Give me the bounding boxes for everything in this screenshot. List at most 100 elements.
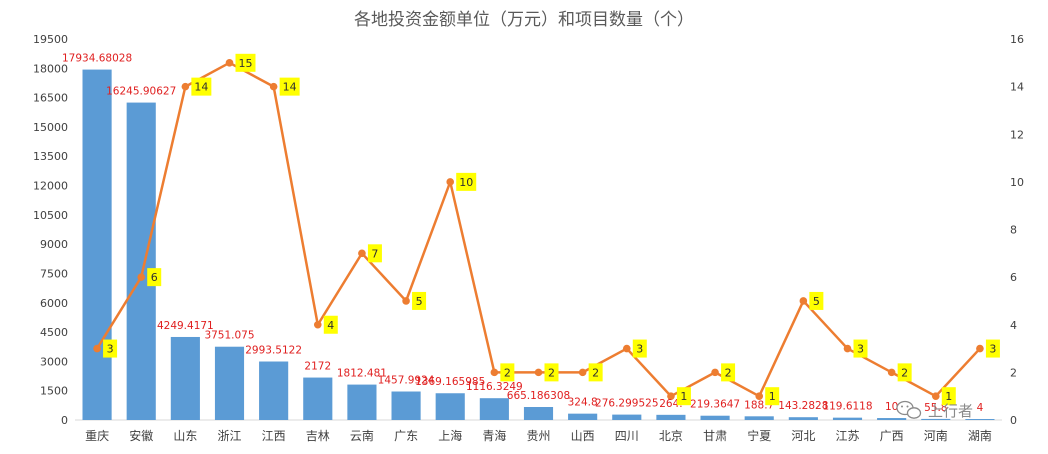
line-point — [402, 297, 410, 305]
x-axis-category-label: 云南 — [350, 428, 374, 443]
line-point — [711, 368, 719, 377]
bar — [391, 391, 421, 420]
x-axis-category-label: 北京 — [659, 429, 683, 443]
line-data-label-box — [235, 53, 256, 72]
left-axis-tick-label: 7500 — [40, 267, 68, 280]
line-data-label: 1 — [769, 390, 776, 403]
x-axis-category-label: 上海 — [438, 428, 462, 443]
line-point — [534, 368, 543, 377]
bar-data-label: 4249.4171 — [157, 320, 214, 332]
line-data-label-box — [103, 339, 118, 358]
x-axis-category-label: 青海 — [482, 428, 506, 443]
bar-data-label: 119.6118 — [822, 401, 872, 413]
bar — [832, 417, 863, 420]
line-data-label: 4 — [327, 319, 334, 332]
left-axis-tick-label: 3000 — [40, 355, 68, 368]
line-point — [490, 368, 499, 377]
bar — [214, 346, 245, 420]
line-point — [181, 82, 190, 91]
left-axis-tick-label: 19500 — [33, 33, 68, 46]
line-data-label: 3 — [636, 343, 643, 356]
line-point — [225, 59, 234, 67]
line-data-label-box — [676, 387, 691, 406]
bar-data-label: 324.8 — [568, 397, 598, 409]
x-axis-category-label: 广西 — [880, 429, 904, 443]
x-axis-category-label: 山东 — [173, 429, 197, 443]
bar-data-label: 2993.5122 — [245, 345, 302, 357]
bar — [303, 377, 333, 420]
line-point — [446, 178, 455, 186]
x-axis-category-label: 山西 — [571, 429, 595, 443]
line-data-label-box — [412, 291, 427, 310]
line-data-label: 2 — [504, 366, 511, 379]
bar — [170, 336, 200, 420]
right-axis-tick-label: 8 — [1010, 224, 1017, 237]
bar-data-label: 219.3647 — [690, 399, 740, 411]
bar-data-label: 3751.075 — [204, 330, 254, 342]
line-data-label-box — [985, 339, 1000, 358]
bar-data-label: 143.2828 — [778, 400, 828, 412]
x-axis-category-label: 河南 — [924, 428, 948, 443]
wechat-icon — [896, 400, 922, 419]
bar — [612, 414, 642, 420]
line-point — [667, 392, 675, 400]
x-axis-category-label: 河北 — [791, 429, 815, 443]
x-axis-category-label: 甘肃 — [703, 429, 727, 443]
line-data-label: 3 — [989, 343, 996, 356]
line-data-label: 2 — [725, 366, 732, 379]
x-axis-category-label: 安徽 — [129, 428, 153, 443]
line-data-label-box — [721, 363, 736, 382]
line-point — [622, 344, 631, 353]
bar-data-label: 2172 — [304, 361, 331, 373]
line-data-label-box — [853, 339, 868, 358]
line-point — [799, 297, 808, 305]
right-axis-tick-label: 12 — [1010, 128, 1024, 141]
bar — [744, 416, 774, 420]
line-point — [843, 344, 852, 353]
right-axis-tick-label: 0 — [1010, 414, 1017, 427]
line-data-label: 3 — [107, 343, 114, 356]
line-data-label-box — [897, 363, 912, 382]
line-data-label: 2 — [548, 366, 555, 379]
watermark-text: 上行者 — [928, 402, 973, 420]
bar-data-label: 276.299525 — [595, 398, 658, 410]
right-axis-tick-label: 6 — [1010, 271, 1017, 284]
bar-data-label: 16245.90627 — [106, 86, 176, 98]
line-data-label-box — [147, 268, 162, 287]
line-point — [887, 368, 896, 377]
line-data-label: 10 — [459, 176, 473, 189]
line-data-label: 14 — [283, 81, 297, 94]
x-axis-category-label: 四川 — [615, 429, 639, 443]
line-data-label: 1 — [680, 390, 687, 403]
bar-data-label: 4 — [977, 402, 984, 414]
bar-data-label: 10 — [885, 401, 898, 413]
left-axis-tick-label: 15000 — [33, 121, 68, 134]
line-data-label-box — [279, 77, 300, 96]
line-point — [313, 320, 322, 329]
bar — [568, 413, 598, 420]
line-data-label-box — [367, 244, 382, 263]
x-axis-category-label: 江西 — [262, 429, 286, 443]
left-axis-tick-label: 4500 — [40, 326, 68, 339]
bar — [788, 417, 818, 420]
line-data-label: 6 — [151, 271, 158, 284]
right-axis-tick-label: 10 — [1010, 176, 1024, 189]
bar — [82, 69, 112, 421]
right-axis-tick-label: 16 — [1010, 33, 1024, 46]
line-point — [358, 249, 366, 258]
bar-data-label: 1457.9924 — [378, 375, 435, 387]
x-axis-category-label: 吉林 — [306, 429, 330, 443]
bar-data-label: 1812.481 — [337, 368, 387, 380]
bar — [435, 393, 465, 420]
line-data-label-box — [456, 172, 477, 191]
left-axis-tick-label: 6000 — [40, 297, 68, 310]
x-axis-category-label: 重庆 — [85, 429, 109, 443]
right-axis-tick-label: 4 — [1010, 319, 1017, 332]
x-axis-category-label: 湖南 — [968, 428, 992, 443]
line-data-label-box — [588, 363, 603, 382]
left-axis-tick-label: 1500 — [40, 385, 68, 398]
x-axis-category-label: 浙江 — [217, 429, 241, 443]
line-point — [269, 82, 278, 91]
